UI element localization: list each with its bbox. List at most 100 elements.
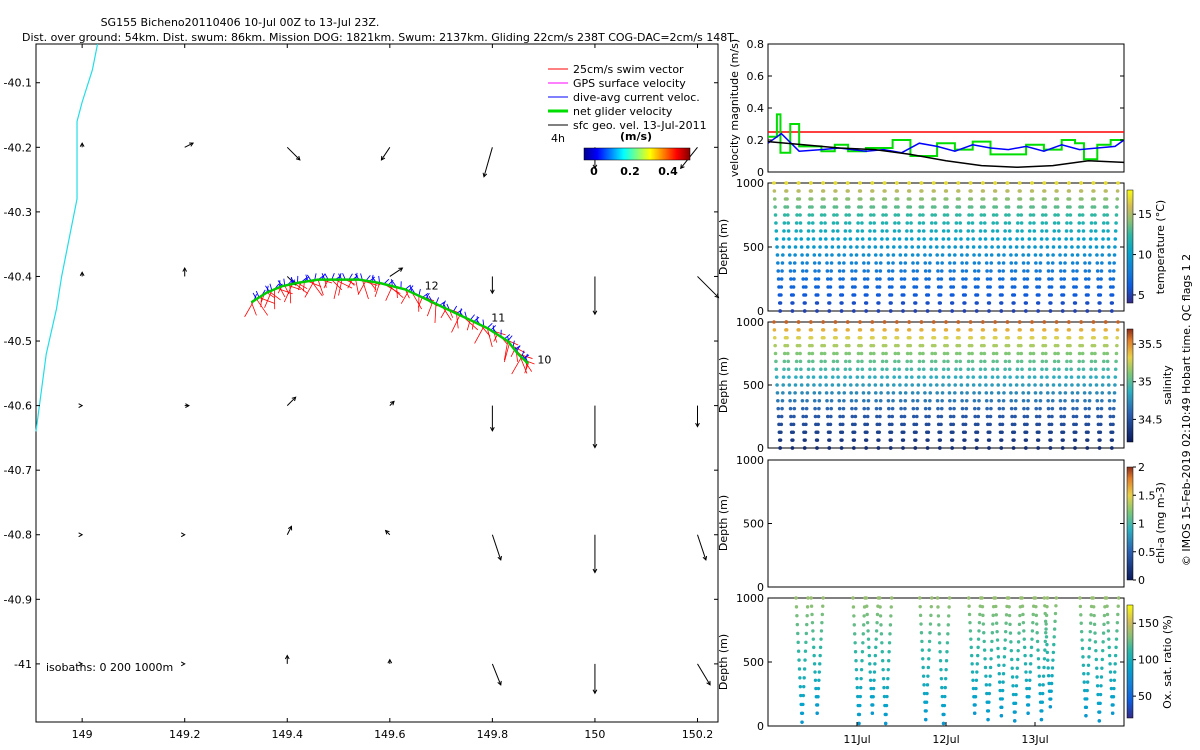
temp-pt-down-6-9 [849, 253, 853, 257]
sal-pt-down-17-11 [985, 406, 989, 411]
sal-pt-up-20-9 [1026, 391, 1031, 395]
temp-pt-up-0-5 [782, 221, 787, 225]
sal-pt-down-27-1 [1104, 328, 1108, 332]
temp-pt-down-1-8 [787, 245, 792, 249]
ox-down-12-6 [1036, 648, 1040, 652]
ox-up-9-8 [1002, 663, 1006, 667]
temp-pt-up-16-4 [979, 213, 984, 217]
ox-up-13-2 [1053, 611, 1058, 616]
temp-pt-down-27-1 [1104, 189, 1108, 193]
ox-down-10-9 [1010, 675, 1015, 679]
temp-pt-down-26-11 [1095, 269, 1100, 273]
ox-down-2-0 [851, 596, 855, 600]
ox-up-6-3 [946, 623, 950, 627]
sal-pt-up-1-16 [790, 446, 795, 450]
ox-down-4-5 [880, 641, 884, 645]
sal-pt-down-5-7 [836, 375, 840, 379]
temp-pt-down-26-7 [1094, 237, 1098, 241]
temp-pt-up-24-16 [1073, 309, 1077, 313]
ox-up-0-3 [805, 622, 809, 627]
sal-pt-down-3-7 [811, 375, 816, 379]
temp-pt-up-17-7 [990, 237, 995, 241]
sal-pt-up-15-6 [966, 367, 971, 372]
sal-pt-up-0-8 [781, 383, 786, 387]
temp-pt-up-12-15 [926, 301, 930, 305]
temp-pt-down-4-12 [825, 277, 830, 281]
sal-pt-down-15-12 [961, 414, 965, 419]
swim-vector-50 [411, 292, 423, 310]
temp-pt-up-20-9 [1026, 253, 1031, 257]
sal-pt-down-1-11 [788, 406, 793, 411]
temp-pt-up-13-7 [941, 237, 946, 241]
sal-pt-down-9-6 [885, 367, 889, 372]
temp-pt-up-9-9 [891, 253, 896, 257]
temp-pt-down-10-10 [898, 261, 903, 265]
sal-pt-down-1-8 [787, 383, 792, 387]
sal-pt-down-4-2 [822, 335, 826, 340]
sal-pt-down-3-10 [812, 398, 817, 403]
sal-pt-up-18-14 [1000, 430, 1004, 435]
sal-pt-up-2-14 [803, 430, 808, 435]
temp-pt-down-14-9 [947, 253, 952, 257]
temp-pt-up-25-5 [1089, 221, 1094, 225]
sal-pt-down-13-11 [936, 406, 940, 411]
sal-pt-down-8-2 [871, 335, 875, 340]
temp-pt-down-1-1 [784, 189, 789, 193]
temp-pt-up-20-12 [1025, 277, 1030, 281]
temp-pt-down-7-0 [858, 181, 862, 185]
temp-pt-down-21-9 [1033, 253, 1038, 257]
sal-pt-up-26-10 [1100, 398, 1104, 403]
temp-pt-up-8-14 [877, 293, 881, 297]
temp-pt-down-10-8 [898, 245, 902, 249]
ox-up-7-11 [974, 686, 978, 691]
temp-pt-down-23-7 [1057, 237, 1062, 241]
temp-pt-down-24-12 [1071, 277, 1076, 281]
ox-up-6-8 [944, 667, 948, 672]
sal-pt-up-26-12 [1099, 414, 1103, 419]
legend-entry-current: dive-avg current veloc. [573, 91, 700, 104]
temp-pt-up-13-12 [939, 277, 944, 281]
net-glider-track [250, 278, 530, 365]
ox-down-1-3 [810, 620, 815, 625]
sal-pt-up-2-10 [805, 398, 809, 403]
temp-pt-down-19-8 [1008, 245, 1013, 249]
temp-pt-up-10-7 [904, 237, 909, 241]
sal-pt-down-22-9 [1045, 391, 1050, 395]
temp-pt-up-26-4 [1102, 213, 1106, 217]
sal-pt-up-22-16 [1048, 446, 1053, 450]
sal-pt-down-24-3 [1068, 343, 1072, 348]
vel-ytick-label-0: 0 [757, 166, 764, 179]
temp-pt-up-22-7 [1052, 237, 1056, 241]
temp-pt-up-26-15 [1098, 301, 1102, 305]
sfc-vector-0-1 [184, 142, 194, 148]
sal-pt-up-10-14 [901, 430, 906, 435]
temp-pt-up-11-10 [915, 261, 920, 265]
ox-up-5-12 [924, 700, 929, 704]
temp-pt-down-23-9 [1058, 253, 1062, 257]
ox-down-2-9 [855, 676, 859, 681]
temp-pt-down-16-6 [971, 229, 975, 233]
temp-pt-down-15-12 [961, 277, 965, 281]
temp-pt-down-9-4 [884, 213, 888, 217]
temp-pt-up-25-14 [1086, 293, 1090, 297]
temp-pt-up-5-15 [840, 301, 844, 305]
ox-down-1-11 [814, 686, 818, 691]
sal-pt-down-27-9 [1107, 391, 1111, 395]
sal-pt-down-11-8 [910, 383, 915, 387]
sal-pt-up-11-5 [917, 359, 922, 364]
sal-pt-up-23-4 [1065, 351, 1070, 356]
temp-pt-up-6-6 [855, 229, 860, 233]
sal-pt-up-13-6 [941, 367, 946, 372]
temp-pt-down-4-11 [825, 269, 830, 273]
ox-up-13-14 [1048, 705, 1053, 709]
temp-pt-down-17-7 [983, 237, 988, 241]
temp-pt-down-14-6 [946, 229, 951, 233]
ox-down-13-9 [1046, 666, 1050, 670]
ox-down-7-11 [971, 686, 976, 691]
temp-pt-down-27-6 [1106, 229, 1110, 233]
ox-down-11-7 [1023, 653, 1027, 658]
temp-pt-down-1-11 [788, 269, 793, 273]
ox-down-13-4 [1044, 627, 1048, 631]
sal-pt-up-5-7 [843, 375, 847, 379]
temp-pt-up-8-5 [880, 221, 885, 225]
